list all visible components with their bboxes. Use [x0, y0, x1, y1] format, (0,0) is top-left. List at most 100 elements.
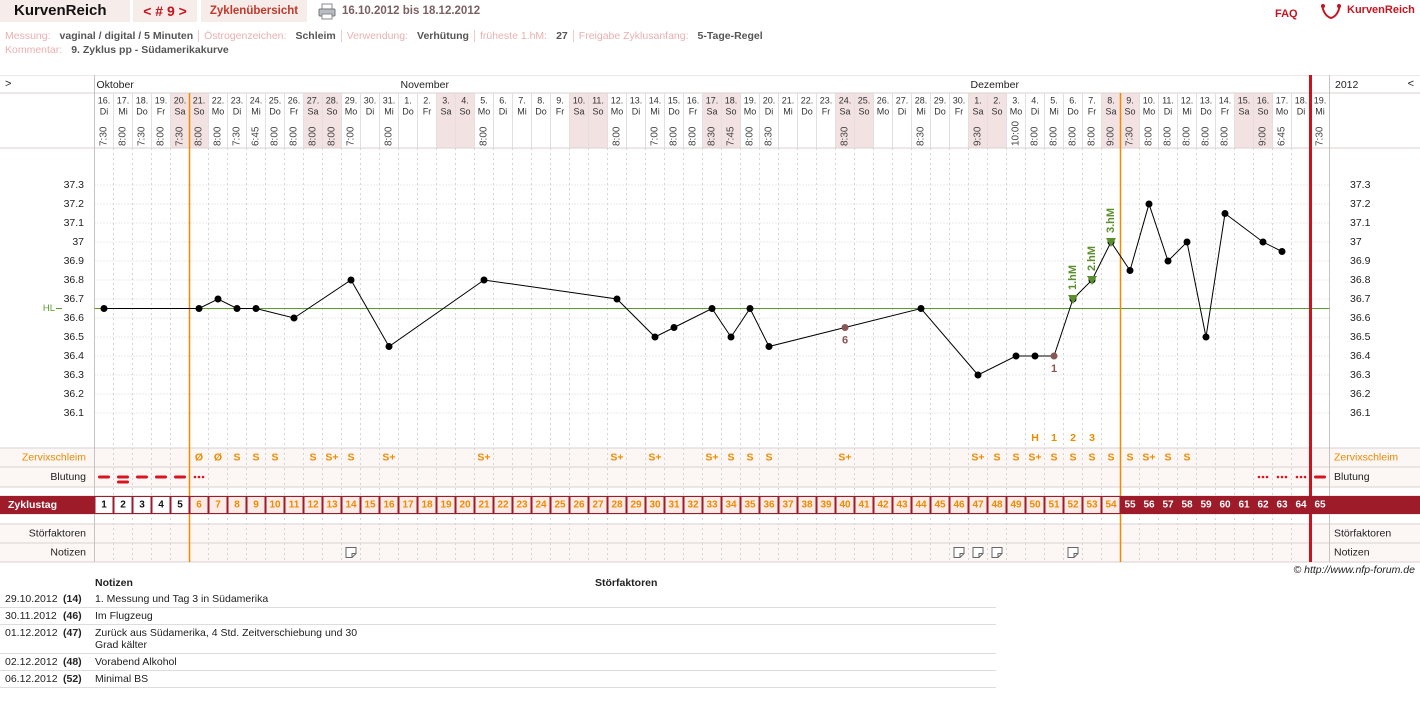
bleeding-mark — [174, 475, 186, 479]
cycle-day: 20 — [459, 500, 471, 511]
measure-time: 9:30 — [973, 126, 984, 146]
day-label: 19. — [744, 95, 757, 105]
cycle-day: 50 — [1029, 500, 1041, 511]
row-label-right: Blutung — [1334, 471, 1370, 483]
bleeding-dash — [136, 475, 148, 479]
cycle-cell — [1083, 497, 1101, 513]
cycle-cell — [494, 497, 512, 513]
overview-tab[interactable]: Zyklenübersicht — [201, 0, 307, 22]
row-background — [0, 543, 1420, 562]
cycle-day: 54 — [1105, 500, 1117, 511]
nav-next[interactable]: < — [1408, 78, 1414, 90]
weekend-shade — [702, 93, 722, 148]
weekend-shade — [588, 93, 608, 148]
cycle-day: 4 — [158, 500, 164, 511]
cycle-day: 24 — [535, 500, 547, 511]
nav-prev[interactable]: > — [5, 78, 11, 90]
temperature-point — [1259, 238, 1267, 246]
weekend-shade — [569, 93, 589, 148]
cycle-cell — [342, 497, 360, 513]
cervix-symbol: S — [1012, 451, 1019, 463]
weekday-label: Mi — [916, 106, 926, 116]
weekday-label: Do — [668, 106, 680, 116]
print-icon[interactable] — [318, 3, 336, 20]
cycle-day: 9 — [253, 500, 259, 511]
weekday-label: Di — [233, 106, 242, 116]
year-label: 2012 — [1335, 79, 1359, 91]
day-label: 7. — [518, 95, 526, 105]
cycle-nav[interactable]: < # 9 > — [133, 0, 197, 22]
day-label: 5. — [1050, 95, 1058, 105]
weekday-label: Mo — [212, 106, 225, 116]
notes-header: Notizen Störfaktoren — [0, 576, 996, 591]
bleeding-mark — [193, 475, 205, 479]
logo[interactable]: KurvenReich — [1347, 4, 1415, 16]
weekday-label: Mi — [650, 106, 660, 116]
cervix-symbol: S+ — [477, 451, 490, 463]
info-value: 27 — [556, 30, 568, 42]
weekday-label: So — [858, 106, 869, 116]
cervix-symbol: S — [727, 451, 734, 463]
info-field: Verwendung: Verhütung — [340, 30, 474, 42]
cycle-cell — [1102, 497, 1120, 513]
cycle-day: 44 — [915, 500, 927, 511]
cycle-cell — [570, 497, 588, 513]
cycle-cell — [285, 497, 303, 513]
measure-time: 8:00 — [156, 126, 167, 146]
cycle-cell — [95, 497, 113, 513]
weekend-shade — [170, 93, 190, 148]
cycle-cell — [855, 497, 873, 513]
weekday-label: Mo — [345, 106, 358, 116]
cycle-cell — [323, 497, 341, 513]
weekday-label: Sa — [1105, 106, 1116, 116]
cycle-day: 48 — [991, 500, 1003, 511]
day-label: 22. — [801, 95, 814, 105]
day-label: 13. — [630, 95, 643, 105]
weekday-label: Fr — [423, 106, 432, 116]
y-tick-label-right: 36.8 — [1350, 274, 1371, 286]
row-label: Störfaktoren — [29, 527, 86, 539]
weekday-label: Do — [402, 106, 414, 116]
day-label: 21. — [193, 95, 206, 105]
day-label: 23. — [231, 95, 244, 105]
weekday-label: Mi — [1182, 106, 1192, 116]
cycle-day: 28 — [611, 500, 623, 511]
y-tick-label: 36.7 — [64, 293, 85, 305]
cycle-cell — [456, 497, 474, 513]
cycle-cell — [893, 497, 911, 513]
note-text: Vorabend Alkohol — [95, 656, 177, 668]
cycle-day: 49 — [1010, 500, 1022, 511]
cycle-cell — [608, 497, 626, 513]
temperature-point — [1145, 200, 1153, 208]
measure-time: 7:30 — [1315, 126, 1326, 146]
note-text: Minimal BS — [95, 673, 149, 685]
cycle-cell — [475, 497, 493, 513]
y-tick-label-right: 37.2 — [1350, 198, 1371, 210]
app-tab[interactable]: KurvenReich — [0, 0, 130, 22]
cycle-day: 22 — [497, 500, 509, 511]
info-label: Verwendung: — [346, 30, 409, 42]
notes-row: 01.12.2012 (47) Zurück aus Südamerika, 4 S… — [0, 625, 996, 654]
weekend-shade — [854, 93, 874, 148]
day-label: 30. — [364, 95, 377, 105]
day-label: 2. — [423, 95, 431, 105]
temperature-point — [290, 314, 298, 322]
cycle-cell — [361, 497, 379, 513]
info-label: Freigabe Zyklusanfang: — [578, 30, 689, 42]
measure-time: 7:30 — [137, 126, 148, 146]
day-label: 31. — [383, 95, 396, 105]
weekday-label: Fr — [556, 106, 565, 116]
weekday-label: Di — [1297, 106, 1306, 116]
cycle-cell — [874, 497, 892, 513]
day-label: 15. — [668, 95, 681, 105]
day-label: 21. — [782, 95, 795, 105]
weekday-label: So — [991, 106, 1002, 116]
cycle-day: 11 — [289, 500, 300, 511]
cycle-day: 47 — [972, 500, 984, 511]
weekday-label: Di — [1164, 106, 1173, 116]
temperature-point — [974, 371, 982, 379]
cycle-day: 45 — [934, 500, 946, 511]
faq-link[interactable]: FAQ — [1275, 8, 1298, 20]
day-label: 18. — [136, 95, 149, 105]
